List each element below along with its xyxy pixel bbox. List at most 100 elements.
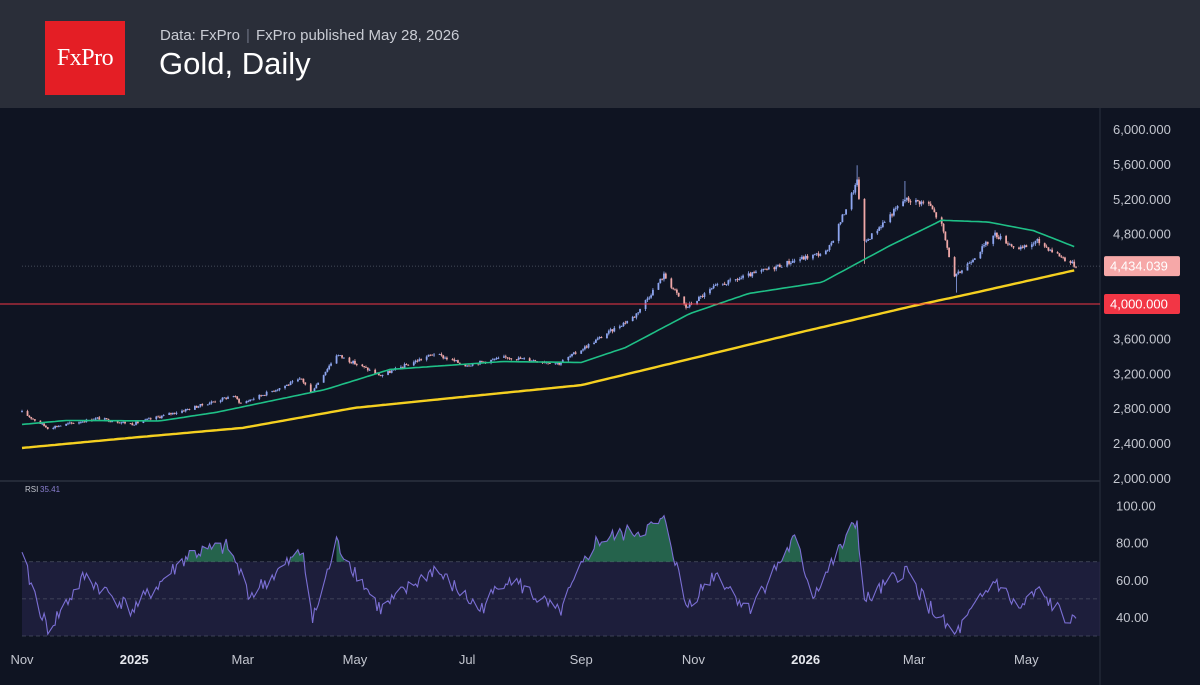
candle-body <box>210 401 213 404</box>
candle-body <box>710 288 713 290</box>
candle-body <box>596 338 599 340</box>
time-axis: Nov 2025 Mar May Jul Sep Nov 2026 Mar May <box>10 652 1039 667</box>
candle-body <box>133 424 136 426</box>
candle-body <box>105 418 108 419</box>
candle-body <box>876 230 879 234</box>
candle-body <box>135 421 137 425</box>
candle-body <box>528 358 531 362</box>
candle-body <box>1056 252 1059 254</box>
candle-body <box>328 365 331 370</box>
chart-subtitle: Data: FxPro | FxPro published May 28, 2026 <box>160 27 459 44</box>
candle-body <box>789 262 792 264</box>
candle-body <box>400 366 402 368</box>
candle-body <box>297 379 299 382</box>
candle-body <box>227 397 229 399</box>
candle-body <box>534 360 537 362</box>
candle-body <box>747 273 750 276</box>
candle-body <box>532 360 535 362</box>
chart-area: 6,000.0005,600.0005,200.0004,800.0004,40… <box>0 108 1180 685</box>
candle-body <box>68 422 71 424</box>
candle-body <box>363 366 366 367</box>
candle-body <box>503 356 505 358</box>
candle-body <box>994 232 996 236</box>
candle-body <box>659 278 662 284</box>
candle-body <box>764 268 767 270</box>
candle-body <box>560 362 562 365</box>
price-tick-label: 4,800.000 <box>1113 227 1171 242</box>
candle-body <box>613 327 616 332</box>
candle-body <box>830 242 833 246</box>
candle-body <box>644 300 647 309</box>
candle-body <box>103 418 106 420</box>
candle-body <box>1025 245 1028 248</box>
candle-body <box>760 270 763 272</box>
candle-body <box>57 426 60 427</box>
candle-body <box>79 422 82 424</box>
candle-body <box>865 240 868 242</box>
candle-body <box>652 289 654 296</box>
candle-body <box>997 237 1000 240</box>
candle-body <box>52 428 55 430</box>
candle-body <box>1045 246 1048 248</box>
candle-body <box>639 308 641 313</box>
candle-body <box>379 375 382 377</box>
candle-body <box>631 316 634 322</box>
candle-body <box>278 388 281 390</box>
candle-body <box>933 209 936 213</box>
candle-body <box>238 399 240 403</box>
candle-body <box>446 357 448 360</box>
candle-body <box>457 360 459 363</box>
last-price-label: 4,434.039 <box>1110 259 1168 274</box>
candle-body <box>635 313 638 318</box>
candle-body <box>953 257 956 277</box>
candle-body <box>1030 244 1033 248</box>
candle-body <box>1051 249 1053 253</box>
candle-body <box>683 296 686 305</box>
candle-body <box>414 360 417 363</box>
price-tick-label: 5,200.000 <box>1113 192 1171 207</box>
candle-body <box>517 357 520 360</box>
candle-body <box>285 384 288 386</box>
candle-body <box>182 410 185 412</box>
candle-body <box>791 260 794 263</box>
time-tick-label: 2025 <box>120 652 149 667</box>
candle-body <box>287 384 290 386</box>
chart-title: Gold, Daily <box>159 46 311 81</box>
candle-body <box>839 222 842 224</box>
candle-body <box>674 288 676 290</box>
candle-body <box>162 414 165 416</box>
candle-body <box>607 330 610 334</box>
candle-body <box>646 298 649 301</box>
candle-body <box>495 358 498 360</box>
time-tick-label: Jul <box>459 652 476 667</box>
candle-body <box>214 401 217 403</box>
time-tick-label: 2026 <box>791 652 820 667</box>
candle-body <box>806 255 809 259</box>
candle-body <box>738 278 741 281</box>
candle-body <box>894 208 897 210</box>
candle-body <box>935 212 938 218</box>
price-tick-label: 2,800.000 <box>1113 401 1171 416</box>
candle-body <box>780 266 783 268</box>
candle-body <box>661 278 664 280</box>
candle-body <box>749 273 752 277</box>
candle-body <box>136 421 139 423</box>
candle-body <box>199 404 202 407</box>
candle-body <box>208 403 211 405</box>
logo-text: FxPro <box>56 44 114 71</box>
data-source: Data: FxPro <box>160 27 241 44</box>
candle-body <box>401 366 404 368</box>
fast-moving-average-line <box>21 219 1075 426</box>
candle-body <box>188 409 191 410</box>
candle-body <box>574 352 577 354</box>
candle-body <box>742 275 744 278</box>
candle-body <box>41 423 44 425</box>
candle-body <box>777 264 779 267</box>
candle-body <box>258 394 261 399</box>
candle-body <box>992 235 995 244</box>
candle-body <box>723 283 726 285</box>
published-note: FxPro published May 28, 2026 <box>255 27 460 44</box>
candle-body <box>889 214 892 223</box>
candle-body <box>317 382 320 385</box>
candle-body <box>491 359 494 361</box>
